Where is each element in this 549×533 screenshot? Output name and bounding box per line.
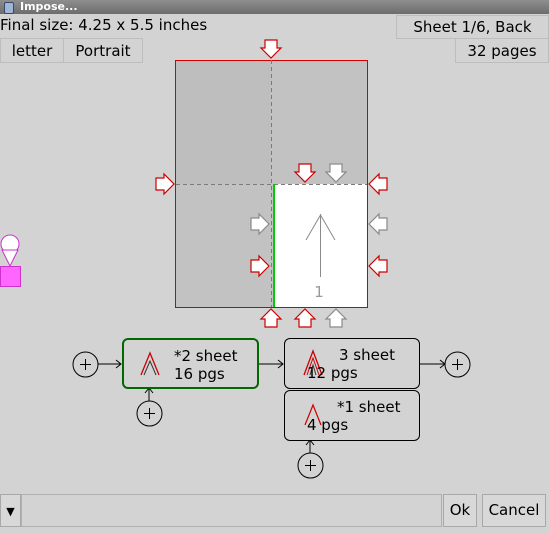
window-title: Impose... <box>20 0 78 13</box>
page-number: 1 <box>314 283 324 301</box>
signature-node-3[interactable]: *1 sheet 4 pgs <box>284 390 420 441</box>
trim-arrow-right-icon <box>368 213 388 235</box>
fold-arrow-bottom-icon <box>260 308 282 328</box>
fold-signature-icon <box>303 349 323 376</box>
cut-arrow-bottom-icon <box>294 308 316 328</box>
ok-button[interactable]: Ok <box>443 494 477 527</box>
add-before-icon <box>72 351 99 378</box>
trim-arrow-bottom-icon <box>325 308 347 328</box>
menu-dropdown-icon[interactable]: ▼ <box>0 494 21 527</box>
orientation-selector[interactable]: Portrait <box>63 38 143 63</box>
signature-node-3-sheets: *1 sheet <box>337 398 401 416</box>
add-after-icon <box>444 351 471 378</box>
signature-node-2-sheets: 3 sheet <box>339 346 395 364</box>
page-up-arrow <box>305 214 336 277</box>
signature-node-1[interactable]: *2 sheet 16 pgs <box>122 338 259 389</box>
fold-arrow-top-icon <box>260 39 282 59</box>
add-below-3-icon <box>297 452 324 479</box>
command-input[interactable] <box>21 494 442 527</box>
pink-marker-icon <box>0 234 21 287</box>
app-icon <box>4 2 14 14</box>
add-below-1-icon <box>136 400 163 427</box>
signature-node-1-sheets: *2 sheet <box>174 347 238 365</box>
fold-arrow-right-icon <box>368 173 388 195</box>
fold-arrow-left-icon <box>155 173 175 195</box>
final-size-label: Final size: 4.25 x 5.5 inches <box>0 16 208 34</box>
cut-arrow-right-icon <box>368 255 388 277</box>
cancel-button[interactable]: Cancel <box>482 494 546 527</box>
sheet-quadrant-top-left <box>176 61 271 184</box>
title-bar: Impose... <box>0 0 549 14</box>
fold-signature-icon <box>140 351 160 376</box>
fold-signature-icon <box>304 403 322 426</box>
signature-node-2-pages: 12 pgs <box>307 364 358 382</box>
signature-node-1-pages: 16 pgs <box>174 365 225 383</box>
signature-node-3-pages: 4 pgs <box>307 416 349 434</box>
signature-node-2[interactable]: 3 sheet 12 pgs <box>284 338 420 389</box>
